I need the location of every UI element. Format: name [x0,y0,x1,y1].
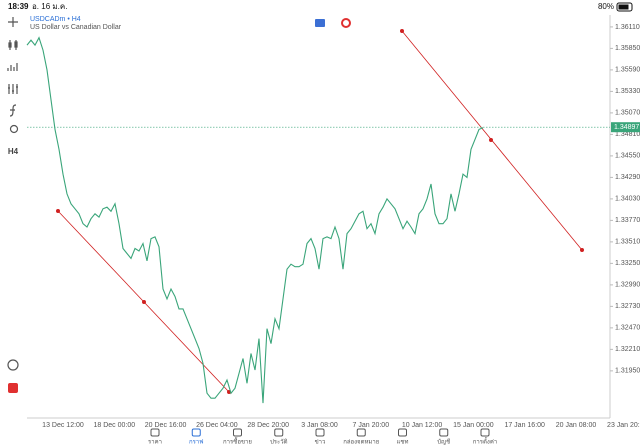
y-tick-label: 1.34290 [615,174,640,181]
current-price-label: 1.34897 [614,124,639,131]
nav-label[interactable]: กราฟ [189,439,203,446]
nav-icon[interactable] [439,428,449,437]
y-tick-label: 1.35070 [615,110,640,117]
indicator-tool[interactable] [7,63,18,71]
y-tick-label: 1.32730 [615,303,640,310]
nav-icon[interactable] [315,428,325,437]
nav-icon[interactable] [274,428,284,437]
app-icon[interactable] [8,383,18,393]
nav-label[interactable]: กล่องจดหมาย [343,439,379,446]
y-tick-label: 1.32990 [615,282,640,289]
trend-point[interactable] [141,299,146,304]
y-tick-label: 1.32470 [615,325,640,332]
current-price-box [611,122,640,133]
nav-label[interactable]: บัญชี [437,438,450,446]
y-tick-label: 1.36110 [615,24,640,31]
timeframe[interactable]: H4 [8,147,19,156]
y-tick-label: 1.32210 [615,346,640,353]
battery-text: 80% [598,2,614,11]
y-tick-label: 1.35330 [615,88,640,95]
y-tick-label: 1.33770 [615,217,640,224]
battery-icon [616,2,633,12]
nav-icon[interactable] [398,428,407,437]
function-tool[interactable] [9,104,17,117]
x-tick-label: 15 Jan 00:00 [453,422,494,429]
y-tick-label: 1.34550 [615,153,640,160]
nav-icon[interactable] [356,428,366,437]
x-tick-label: 10 Jan 12:00 [402,422,443,429]
nav-label[interactable]: การซื้อขาย [223,436,252,446]
trend-point[interactable] [580,247,585,252]
nav-icon[interactable] [150,428,160,437]
nav-icon[interactable] [233,428,242,437]
y-tick-label: 1.31950 [615,368,640,375]
x-tick-label: 28 Dec 20:00 [247,422,289,429]
flag-usd [315,19,325,27]
nav-icon[interactable] [191,428,201,437]
toolbar: H4 [7,17,19,393]
status-date: อ. 16 ม.ค. [32,2,67,11]
nav-label[interactable]: การตั้งค่า [473,436,497,446]
trend-point[interactable] [399,28,404,33]
battery-level [618,4,629,10]
y-tick-label: 1.33250 [615,260,640,267]
chart-type-tool[interactable] [8,40,18,50]
flag-cad [341,18,351,28]
trend-lines [56,28,585,394]
description: US Dollar vs Canadian Dollar [30,24,122,31]
symbol: USDCADm • H4 [30,16,81,23]
x-tick-label: 20 Dec 16:00 [145,422,187,429]
x-tick-label: 20 Jan 08:00 [556,422,597,429]
x-tick-label: 26 Dec 04:00 [196,422,238,429]
nav-label[interactable]: ประวัติ [270,439,288,446]
trend-point[interactable] [488,137,493,142]
analytics-tool[interactable] [7,359,19,371]
trend-point[interactable] [56,208,61,213]
y-tick-label: 1.35590 [615,67,640,74]
x-tick-label: 3 Jan 08:00 [301,422,338,429]
settings-tool[interactable] [8,84,18,94]
nav-label[interactable]: ราคา [148,439,162,446]
y-tick-label: 1.35850 [615,45,640,52]
price-line [26,36,484,404]
y-tick-label: 1.33510 [615,239,640,246]
x-tick-label: 17 Jan 16:00 [504,422,545,429]
object-tool[interactable] [9,124,19,134]
crosshair-tool[interactable] [8,17,18,27]
x-tick-label: 7 Jan 20:00 [353,422,390,429]
x-tick-label: 13 Dec 12:00 [42,422,84,429]
nav-label[interactable]: ข่าว [315,439,326,446]
status-time: 18:39 [8,2,29,11]
nav-label[interactable]: แชท [397,439,409,446]
y-tick-label: 1.34810 [615,131,640,138]
y-tick-label: 1.34030 [615,196,640,203]
x-tick-label: 23 Jan 20:00 [607,422,640,429]
x-tick-label: 18 Dec 00:00 [93,422,135,429]
nav-icon[interactable] [480,428,490,437]
